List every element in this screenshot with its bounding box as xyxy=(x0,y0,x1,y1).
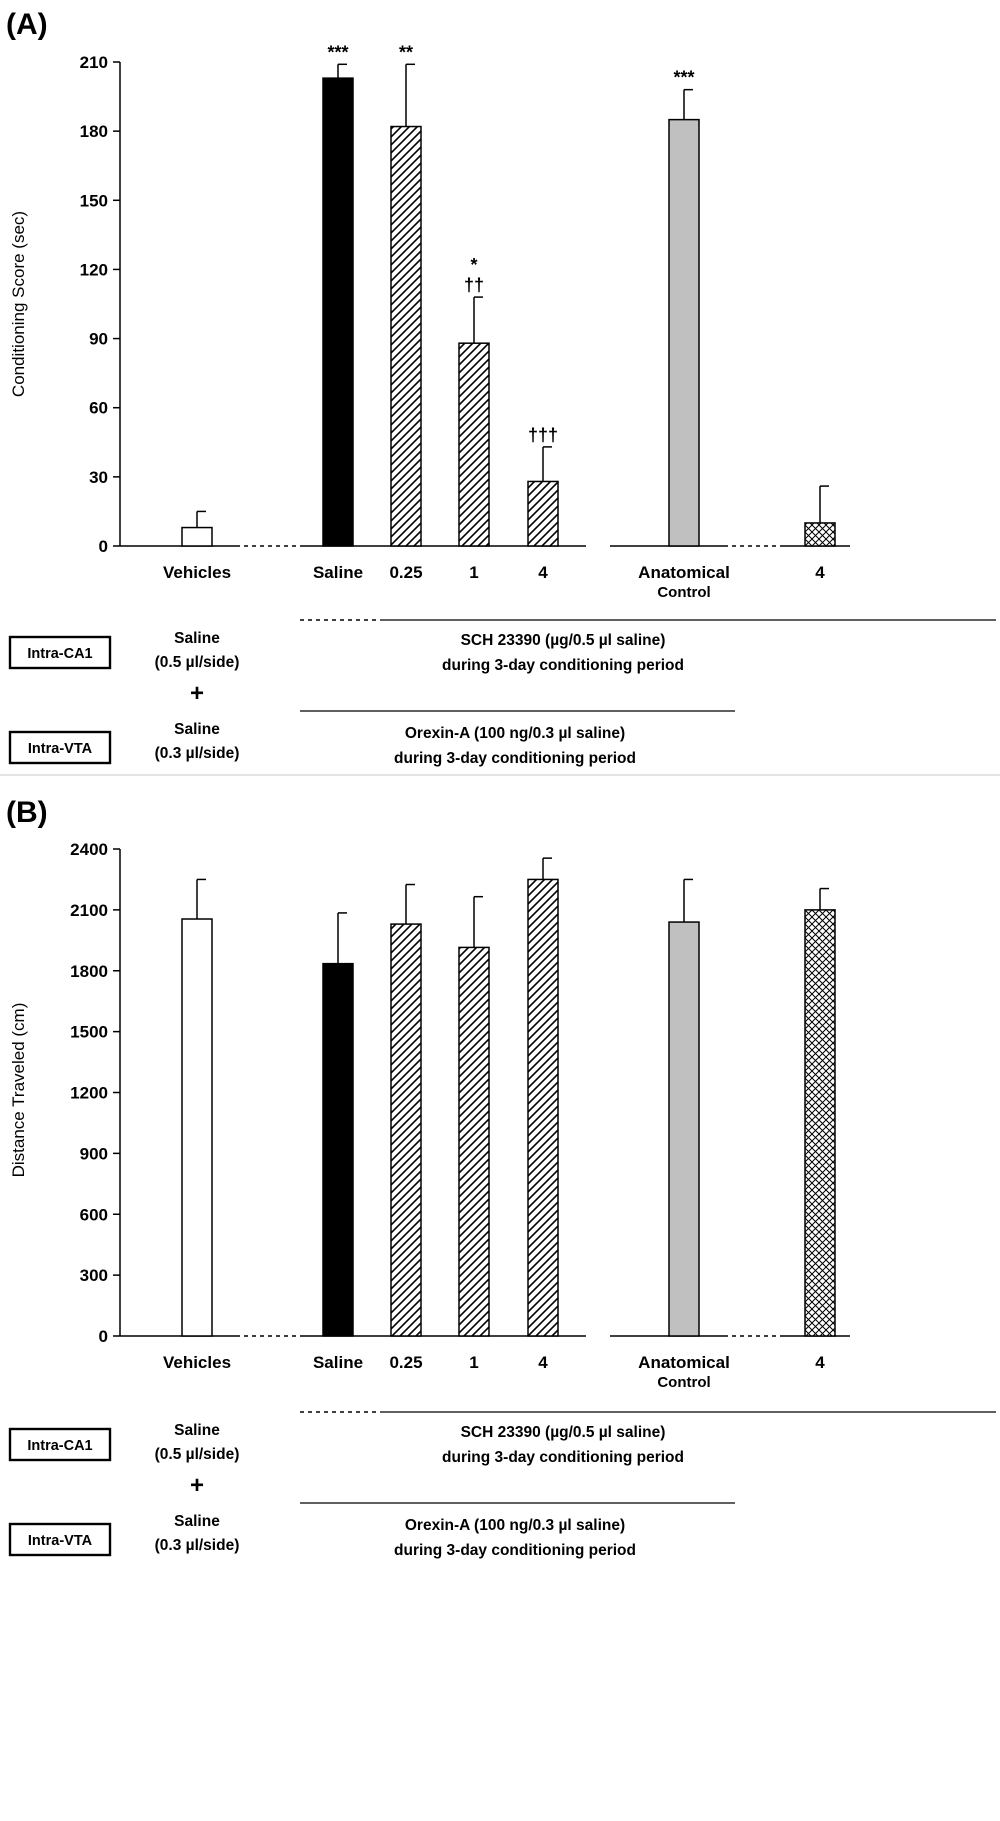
y-tick-label: 180 xyxy=(80,122,108,141)
intra-vta-label: Intra-VTA xyxy=(28,741,93,757)
significance-label: *** xyxy=(327,42,348,62)
saline-vta-dose: (0.3 µl/side) xyxy=(155,745,240,762)
y-tick-label: 90 xyxy=(89,330,108,349)
bar xyxy=(458,342,490,547)
y-tick-label: 300 xyxy=(80,1266,108,1285)
significance-label: * xyxy=(470,255,477,275)
y-tick-label: 150 xyxy=(80,191,108,210)
significance-label: *** xyxy=(673,68,694,88)
bar xyxy=(181,526,213,547)
y-tick-label: 2400 xyxy=(70,840,108,859)
y-tick-label: 30 xyxy=(89,468,108,487)
orexin-period-label: during 3-day conditioning period xyxy=(394,750,636,767)
bar xyxy=(668,118,700,547)
sch-label: SCH 23390 (µg/0.5 µl saline) xyxy=(461,1424,666,1441)
x-category-label: 4 xyxy=(815,563,825,582)
saline-ca1-dose: (0.5 µl/side) xyxy=(155,1446,240,1463)
x-category-label: 4 xyxy=(815,1353,825,1372)
bar xyxy=(668,921,700,1337)
y-tick-label: 210 xyxy=(80,53,108,72)
x-category-label: 0.25 xyxy=(389,563,422,582)
y-tick-label: 1800 xyxy=(70,962,108,981)
bar xyxy=(181,918,213,1337)
saline-ca1-dose: (0.5 µl/side) xyxy=(155,654,240,671)
y-tick-label: 2100 xyxy=(70,901,108,920)
x-category-label: 1 xyxy=(469,1353,478,1372)
panel-a: (A) 0 30 60 90 120 150 180 210 Conditioning Score… xyxy=(6,8,996,767)
y-tick-label: 1200 xyxy=(70,1084,108,1103)
orexin-period-label: during 3-day conditioning period xyxy=(394,1542,636,1559)
plus-sign: + xyxy=(190,1472,204,1499)
bar xyxy=(390,923,422,1337)
orexin-label: Orexin-A (100 ng/0.3 µl saline) xyxy=(405,725,625,742)
bar xyxy=(527,480,559,547)
bar xyxy=(322,962,354,1337)
x-category-label: Vehicles xyxy=(163,1353,231,1372)
bar xyxy=(804,522,836,547)
saline-vta-dose: (0.3 µl/side) xyxy=(155,1537,240,1554)
y-tick-label: 900 xyxy=(80,1144,108,1163)
y-tick-label: 60 xyxy=(89,399,108,418)
orexin-label: Orexin-A (100 ng/0.3 µl saline) xyxy=(405,1517,625,1534)
sch-label: SCH 23390 (µg/0.5 µl saline) xyxy=(461,632,666,649)
bar xyxy=(804,909,836,1337)
x-category-label: 0.25 xyxy=(389,1353,422,1372)
intra-ca1-label: Intra-CA1 xyxy=(27,646,92,662)
intra-ca1-box xyxy=(8,1427,112,1462)
intra-vta-label: Intra-VTA xyxy=(28,1533,93,1549)
x-category-label: Saline xyxy=(313,1353,363,1372)
x-category-label: Vehicles xyxy=(163,563,231,582)
intra-vta-box xyxy=(8,1522,112,1557)
x-category-label: 4 xyxy=(538,1353,548,1372)
bar xyxy=(458,946,490,1337)
y-axis-label: Distance Traveled (cm) xyxy=(9,1003,28,1178)
panel-label: (B) xyxy=(6,796,48,829)
saline-vta-label: Saline xyxy=(174,1513,220,1530)
x-category-label: Anatomical xyxy=(638,1353,730,1372)
panel-b: (B) 0 300 600 900 1200 1500 1800 2100 2400 Distanc… xyxy=(6,796,996,1559)
x-category-label: Saline xyxy=(313,563,363,582)
y-tick-label: 600 xyxy=(80,1205,108,1224)
intra-ca1-label: Intra-CA1 xyxy=(27,1438,92,1454)
y-axis-label: Conditioning Score (sec) xyxy=(9,211,28,397)
y-tick-label: 120 xyxy=(80,260,108,279)
x-category-sublabel: Control xyxy=(657,1374,710,1391)
intra-ca1-box xyxy=(8,635,112,670)
significance-label: ** xyxy=(399,42,413,62)
saline-ca1-label: Saline xyxy=(174,630,220,647)
panel-label: (A) xyxy=(6,8,48,41)
saline-ca1-label: Saline xyxy=(174,1422,220,1439)
x-category-label: 1 xyxy=(469,563,478,582)
sch-period-label: during 3-day conditioning period xyxy=(442,657,684,674)
saline-vta-label: Saline xyxy=(174,721,220,738)
x-category-label: 4 xyxy=(538,563,548,582)
y-tick-label: 0 xyxy=(99,1327,108,1346)
x-category-sublabel: Control xyxy=(657,584,710,601)
y-tick-label: 0 xyxy=(99,537,108,556)
x-category-label: Anatomical xyxy=(638,563,730,582)
significance-label: †† xyxy=(464,275,484,295)
bar xyxy=(390,125,422,547)
significance-label: ††† xyxy=(528,425,558,445)
intra-vta-box xyxy=(8,730,112,765)
bar xyxy=(527,878,559,1337)
bar xyxy=(322,77,354,547)
y-tick-label: 1500 xyxy=(70,1023,108,1042)
plus-sign: + xyxy=(190,680,204,707)
sch-period-label: during 3-day conditioning period xyxy=(442,1449,684,1466)
